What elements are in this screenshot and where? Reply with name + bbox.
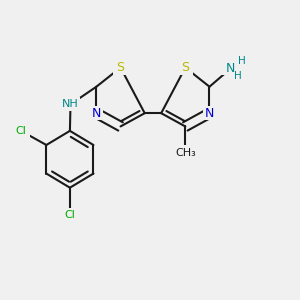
Text: N: N [205,107,214,120]
Text: NH: NH [62,99,79,110]
FancyBboxPatch shape [113,60,128,75]
Text: H: H [238,56,246,66]
Text: CH₃: CH₃ [175,148,196,158]
FancyBboxPatch shape [12,124,30,138]
Text: N: N [92,107,101,120]
Text: Cl: Cl [64,210,75,220]
FancyBboxPatch shape [90,106,103,120]
Text: Cl: Cl [16,126,26,136]
FancyBboxPatch shape [219,59,246,75]
FancyBboxPatch shape [178,60,193,75]
Text: N: N [225,62,235,75]
FancyBboxPatch shape [61,97,80,111]
Text: S: S [117,61,124,74]
FancyBboxPatch shape [173,145,198,160]
Text: S: S [181,61,189,74]
FancyBboxPatch shape [203,106,216,120]
FancyBboxPatch shape [61,208,79,222]
Text: H: H [235,71,242,81]
